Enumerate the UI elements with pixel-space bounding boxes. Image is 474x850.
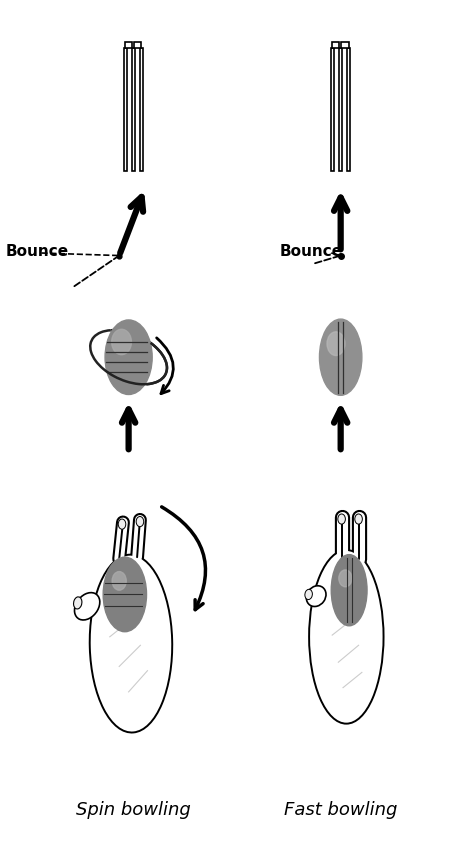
Bar: [132, 48, 135, 171]
Text: Spin bowling: Spin bowling: [76, 801, 191, 819]
Ellipse shape: [112, 571, 126, 590]
Bar: [140, 48, 143, 171]
Ellipse shape: [90, 555, 172, 733]
Ellipse shape: [309, 550, 383, 723]
Bar: [125, 42, 132, 48]
Ellipse shape: [105, 320, 152, 394]
Ellipse shape: [331, 555, 367, 626]
FancyArrowPatch shape: [156, 337, 173, 394]
Text: Bounce: Bounce: [279, 244, 343, 258]
Ellipse shape: [338, 514, 346, 524]
Ellipse shape: [73, 597, 82, 609]
Ellipse shape: [306, 586, 326, 607]
Ellipse shape: [136, 517, 144, 527]
Ellipse shape: [118, 519, 126, 530]
FancyArrowPatch shape: [162, 507, 206, 609]
Ellipse shape: [339, 570, 352, 586]
Bar: [134, 42, 141, 48]
Ellipse shape: [319, 319, 362, 395]
Ellipse shape: [305, 589, 312, 599]
Text: Bounce: Bounce: [6, 244, 69, 258]
Text: Fast bowling: Fast bowling: [284, 801, 397, 819]
Bar: [339, 48, 342, 171]
Bar: [332, 42, 339, 48]
Ellipse shape: [327, 332, 345, 355]
Ellipse shape: [355, 514, 362, 524]
Bar: [331, 48, 334, 171]
Ellipse shape: [103, 557, 146, 632]
Bar: [347, 48, 350, 171]
Bar: [124, 48, 127, 171]
Ellipse shape: [74, 592, 100, 620]
Ellipse shape: [112, 329, 131, 354]
Bar: [341, 42, 348, 48]
